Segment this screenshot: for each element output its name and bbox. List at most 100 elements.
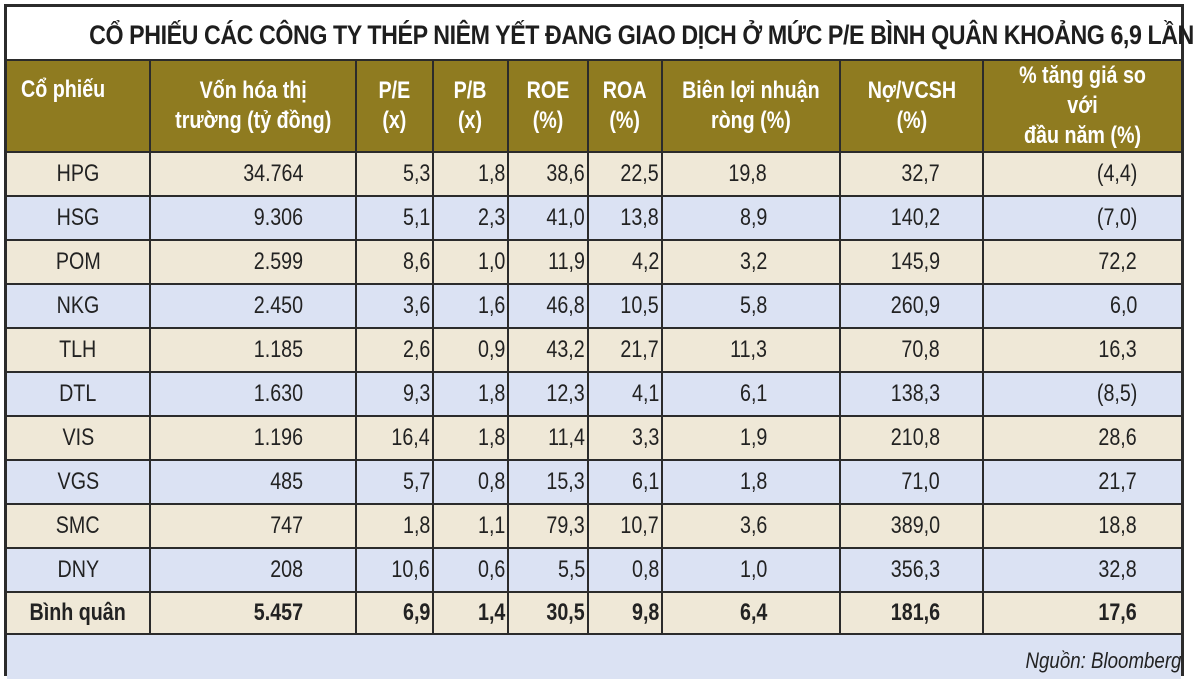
cell-debt: 138,3 — [839, 371, 984, 417]
cell-ticker: HPG — [7, 151, 151, 197]
cell-ytd: 28,6 — [982, 415, 1181, 461]
cell-debt: 32,7 — [839, 151, 984, 197]
cell-roe: 30,5 — [507, 591, 589, 635]
cell-mcap: 9.306 — [149, 195, 357, 241]
cell-ytd: 6,0 — [982, 283, 1181, 329]
table-row: VIS 1.196 16,4 1,8 11,4 3,3 1,9 210,8 28,6 — [7, 415, 1181, 461]
cell-roa: 9,8 — [587, 591, 663, 635]
cell-ytd: 21,7 — [982, 459, 1181, 505]
cell-pb: 0,9 — [432, 327, 509, 373]
cell-ticker: SMC — [7, 503, 151, 549]
cell-roe: 5,5 — [507, 547, 589, 593]
cell-pe: 6,9 — [355, 591, 434, 635]
average-row: Bình quân 5.457 6,9 1,4 30,5 9,8 6,4 181,6 17,6 — [7, 591, 1181, 635]
cell-margin: 11,3 — [661, 327, 841, 373]
steel-stocks-table: Cổ phiếu Vốn hóa thị trường (tỷ đồng) P/… — [7, 59, 1181, 635]
cell-ytd: 16,3 — [982, 327, 1181, 373]
cell-margin: 3,2 — [661, 239, 841, 285]
cell-mcap: 1.196 — [149, 415, 357, 461]
col-header-pb: P/B (x) — [432, 59, 509, 153]
cell-roa: 22,5 — [587, 151, 663, 197]
cell-roa: 4,2 — [587, 239, 663, 285]
cell-mcap: 208 — [149, 547, 357, 593]
col-header-debt-equity: Nợ/VCSH (%) — [839, 59, 984, 153]
cell-mcap: 747 — [149, 503, 357, 549]
cell-ytd: (8,5) — [982, 371, 1181, 417]
cell-ytd: 18,8 — [982, 503, 1181, 549]
cell-mcap: 2.599 — [149, 239, 357, 285]
cell-mcap: 5.457 — [149, 591, 357, 635]
cell-pb: 1,6 — [432, 283, 509, 329]
source-note: Nguồn: Bloomberg — [7, 635, 1181, 679]
cell-mcap: 1.185 — [149, 327, 357, 373]
col-header-pe: P/E (x) — [355, 59, 434, 153]
cell-ticker: TLH — [7, 327, 151, 373]
cell-debt: 356,3 — [839, 547, 984, 593]
cell-roa: 21,7 — [587, 327, 663, 373]
cell-pb: 1,0 — [432, 239, 509, 285]
cell-margin: 1,8 — [661, 459, 841, 505]
table-row: NKG 2.450 3,6 1,6 46,8 10,5 5,8 260,9 6,0 — [7, 283, 1181, 329]
cell-debt: 210,8 — [839, 415, 984, 461]
cell-ticker: HSG — [7, 195, 151, 241]
cell-pb: 1,8 — [432, 371, 509, 417]
cell-pe: 1,8 — [355, 503, 434, 549]
cell-ytd: (7,0) — [982, 195, 1181, 241]
table-row: DNY 208 10,6 0,6 5,5 0,8 1,0 356,3 32,8 — [7, 547, 1181, 593]
cell-roa: 3,3 — [587, 415, 663, 461]
cell-pb: 1,4 — [432, 591, 509, 635]
cell-mcap: 2.450 — [149, 283, 357, 329]
cell-margin: 3,6 — [661, 503, 841, 549]
cell-margin: 8,9 — [661, 195, 841, 241]
cell-pe: 8,6 — [355, 239, 434, 285]
cell-ticker: DNY — [7, 547, 151, 593]
cell-ytd: 72,2 — [982, 239, 1181, 285]
cell-pe: 10,6 — [355, 547, 434, 593]
col-header-market-cap: Vốn hóa thị trường (tỷ đồng) — [149, 59, 357, 153]
cell-pb: 1,8 — [432, 151, 509, 197]
cell-pb: 1,8 — [432, 415, 509, 461]
col-header-ticker: Cổ phiếu — [7, 59, 151, 153]
col-header-roa: ROA (%) — [587, 59, 663, 153]
cell-pe: 5,1 — [355, 195, 434, 241]
cell-debt: 71,0 — [839, 459, 984, 505]
cell-roa: 10,7 — [587, 503, 663, 549]
cell-roa: 6,1 — [587, 459, 663, 505]
cell-pb: 0,8 — [432, 459, 509, 505]
cell-ticker: NKG — [7, 283, 151, 329]
table-row: HSG 9.306 5,1 2,3 41,0 13,8 8,9 140,2 (7,0) — [7, 195, 1181, 241]
cell-roe: 11,4 — [507, 415, 589, 461]
cell-roe: 38,6 — [507, 151, 589, 197]
cell-roe: 15,3 — [507, 459, 589, 505]
cell-debt: 145,9 — [839, 239, 984, 285]
cell-roa: 4,1 — [587, 371, 663, 417]
cell-ticker: VGS — [7, 459, 151, 505]
cell-margin: 1,0 — [661, 547, 841, 593]
cell-pe: 16,4 — [355, 415, 434, 461]
cell-pb: 1,1 — [432, 503, 509, 549]
cell-ticker: VIS — [7, 415, 151, 461]
cell-roe: 46,8 — [507, 283, 589, 329]
cell-roe: 43,2 — [507, 327, 589, 373]
cell-debt: 140,2 — [839, 195, 984, 241]
cell-ticker: DTL — [7, 371, 151, 417]
cell-pe: 2,6 — [355, 327, 434, 373]
cell-pe: 3,6 — [355, 283, 434, 329]
table-row: VGS 485 5,7 0,8 15,3 6,1 1,8 71,0 21,7 — [7, 459, 1181, 505]
cell-roe: 12,3 — [507, 371, 589, 417]
col-header-net-margin: Biên lợi nhuận ròng (%) — [661, 59, 841, 153]
cell-mcap: 1.630 — [149, 371, 357, 417]
cell-ticker: POM — [7, 239, 151, 285]
cell-pb: 2,3 — [432, 195, 509, 241]
cell-ticker: Bình quân — [7, 591, 151, 635]
cell-roe: 41,0 — [507, 195, 589, 241]
table-row: DTL 1.630 9,3 1,8 12,3 4,1 6,1 138,3 (8,5) — [7, 371, 1181, 417]
cell-margin: 6,1 — [661, 371, 841, 417]
cell-margin: 6,4 — [661, 591, 841, 635]
cell-debt: 260,9 — [839, 283, 984, 329]
table-row: HPG 34.764 5,3 1,8 38,6 22,5 19,8 32,7 (4,4) — [7, 151, 1181, 197]
cell-roe: 79,3 — [507, 503, 589, 549]
cell-margin: 1,9 — [661, 415, 841, 461]
cell-debt: 389,0 — [839, 503, 984, 549]
cell-mcap: 485 — [149, 459, 357, 505]
